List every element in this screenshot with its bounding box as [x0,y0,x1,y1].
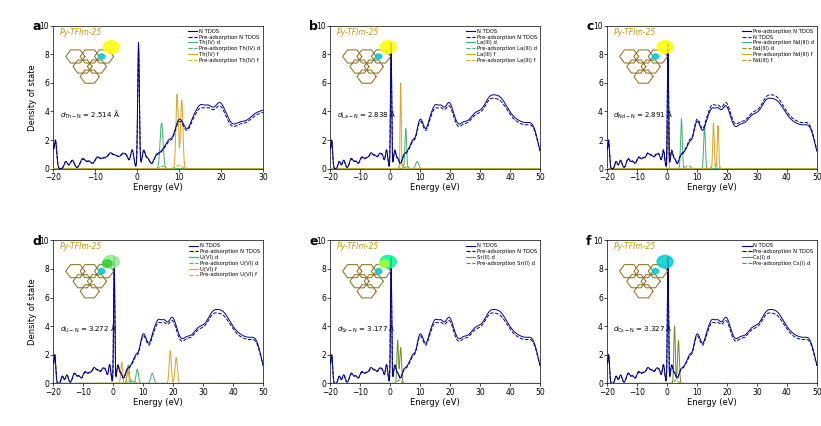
Legend: N TDOS, Pre-adsorption N TDOS, U(VI) d, Pre-adsorption U(VI) d, U(VI) f, Pre-ads: N TDOS, Pre-adsorption N TDOS, U(VI) d, … [188,243,260,278]
X-axis label: Energy (eV): Energy (eV) [687,398,737,407]
Text: b: b [310,20,319,33]
Text: Py-TFIm-25: Py-TFIm-25 [60,28,102,37]
Text: $d_{\mathrm{Cs-N}}$ = 3.327 Å: $d_{\mathrm{Cs-N}}$ = 3.327 Å [613,323,673,336]
Text: f: f [586,235,592,248]
Legend: N TDOS, Pre-adsorption N TDOS, Th(IV) d, Pre-adsorption Th(IV) d, Th(IV) f, Pre-: N TDOS, Pre-adsorption N TDOS, Th(IV) d,… [187,28,260,63]
Text: d: d [32,235,41,248]
X-axis label: Energy (eV): Energy (eV) [410,398,460,407]
Legend: N TDOS, Pre-adsorption N TDOS, Sr(II) d, Pre-adsorption Sr(II) d: N TDOS, Pre-adsorption N TDOS, Sr(II) d,… [465,243,538,266]
Text: Py-TFIm-25: Py-TFIm-25 [337,242,378,251]
X-axis label: Energy (eV): Energy (eV) [687,183,737,192]
Legend: N TDOS, Pre-adsorption N TDOS, La(III) d, Pre-adsorption La(III) d, La(III) f, P: N TDOS, Pre-adsorption N TDOS, La(III) d… [465,28,538,63]
X-axis label: Energy (eV): Energy (eV) [410,183,460,192]
Text: e: e [310,235,318,248]
Text: $d_{\mathrm{La-N}}$ = 2.838 Å: $d_{\mathrm{La-N}}$ = 2.838 Å [337,109,396,121]
Legend: N TDOS, Pre-adsorption N TDOS, Cs(I) d, Pre-adsorption Cs(I) d: N TDOS, Pre-adsorption N TDOS, Cs(I) d, … [742,243,814,266]
Legend: Pre-adsorption N TDOS, N TDOS, Pre-adsorption Nd(III) d, Nd(III) d, Pre-adsorpti: Pre-adsorption N TDOS, N TDOS, Pre-adsor… [741,28,814,63]
X-axis label: Energy (eV): Energy (eV) [133,398,183,407]
Text: Py-TFIm-25: Py-TFIm-25 [60,242,102,251]
Y-axis label: Density of state: Density of state [28,64,37,130]
Text: $d_{\mathrm{Th-N}}$ = 2.514 Å: $d_{\mathrm{Th-N}}$ = 2.514 Å [60,109,119,121]
Text: $d_{\mathrm{Sr-N}}$ = 3.177 Å: $d_{\mathrm{Sr-N}}$ = 3.177 Å [337,323,395,336]
Text: Py-TFIm-25: Py-TFIm-25 [337,28,378,37]
Y-axis label: Density of state: Density of state [28,279,37,345]
Text: a: a [32,20,41,33]
Text: Py-TFIm-25: Py-TFIm-25 [613,28,656,37]
X-axis label: Energy (eV): Energy (eV) [133,183,183,192]
Text: c: c [586,20,594,33]
Text: $d_{\mathrm{U-N}}$ = 3.272 Å: $d_{\mathrm{U-N}}$ = 3.272 Å [60,323,117,336]
Text: $d_{\mathrm{Nd-N}}$ = 2.891 Å: $d_{\mathrm{Nd-N}}$ = 2.891 Å [613,109,674,121]
Text: Py-TFIm-25: Py-TFIm-25 [613,242,656,251]
